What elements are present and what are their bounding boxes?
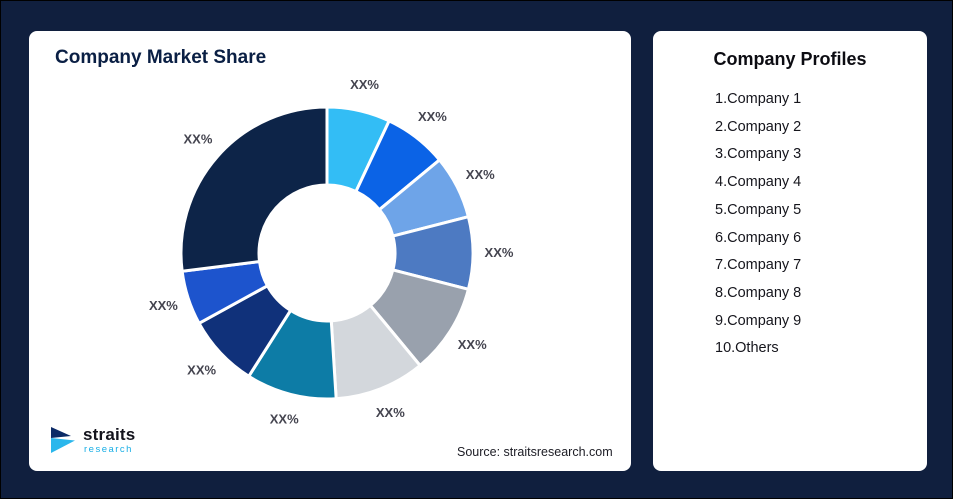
company-list-item: 8.Company 8 [715,284,802,301]
company-list-item: 3.Company 3 [715,146,802,163]
segment-value-label: XX% [376,405,405,420]
segment-value-label: XX% [149,298,178,313]
company-list-item: 2.Company 2 [715,118,802,135]
straits-logo-icon [51,427,75,453]
source-attribution: Source: straitsresearch.com [457,445,613,459]
company-list-item: 9.Company 9 [715,312,802,329]
logo-name: straits [83,424,136,444]
logo-subtitle: research [84,443,133,455]
segment-value-label: XX% [187,363,216,378]
company-list-item: 7.Company 7 [715,257,802,274]
segment-value-label: XX% [418,109,447,124]
donut-segment-others[interactable] [179,105,329,273]
donut-chart: XX% XX% XX% XX% XX% XX% XX% XX% XX% XX% [149,77,514,427]
profiles-title: Company Profiles [713,49,867,69]
segment-value-label: XX% [485,245,514,260]
company-list-item: 10.Others [715,340,779,357]
company-list-item: 1.Company 1 [715,91,802,107]
segment-value-label: XX% [466,167,495,182]
segment-value-label: XX% [350,77,379,92]
company-list-item: 5.Company 5 [715,201,802,218]
company-profiles-list: 1.Company 1 2.Company 2 3.Company 3 4.Compa… [653,86,927,363]
market-share-card: XX% XX% XX% XX% XX% XX% XX% XX% XX% XX% Company M… [29,31,631,471]
segment-value-label: XX% [458,337,487,352]
company-profiles-card: Company Profiles 1.Company 1 2.Company 2 3… [653,31,927,471]
company-list-item: 4.Company 4 [715,174,802,191]
segment-value-label: XX% [184,131,213,146]
segment-value-label: XX% [270,412,299,427]
company-list-item: 6.Company 6 [715,229,802,246]
straits-research-logo: straits research [49,425,135,455]
chart-title: Company Market Share [55,47,267,68]
